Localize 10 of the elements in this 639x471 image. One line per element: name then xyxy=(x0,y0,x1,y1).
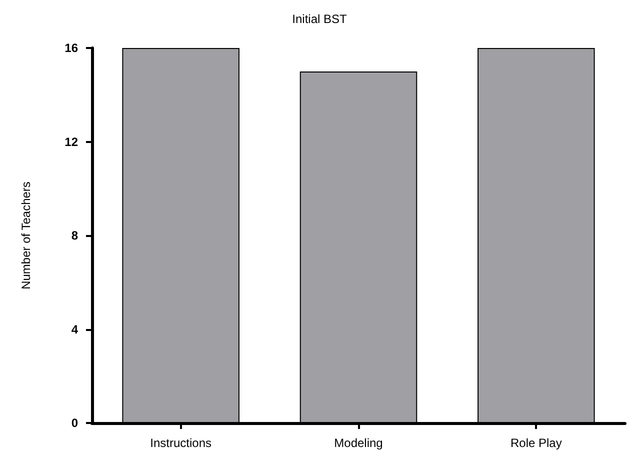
x-tick-label: Role Play xyxy=(510,436,562,450)
y-tick-label: 16 xyxy=(64,41,78,55)
y-tick-label: 12 xyxy=(64,134,78,149)
x-tick-label: Modeling xyxy=(334,436,383,450)
y-axis-title: Number of Teachers xyxy=(19,182,33,290)
chart-title: Initial BST xyxy=(292,12,348,26)
y-tick-label: 8 xyxy=(71,228,78,242)
y-tick-label: 0 xyxy=(71,416,78,430)
y-tick-label: 4 xyxy=(71,322,78,336)
x-tick-label: Instructions xyxy=(150,436,212,450)
